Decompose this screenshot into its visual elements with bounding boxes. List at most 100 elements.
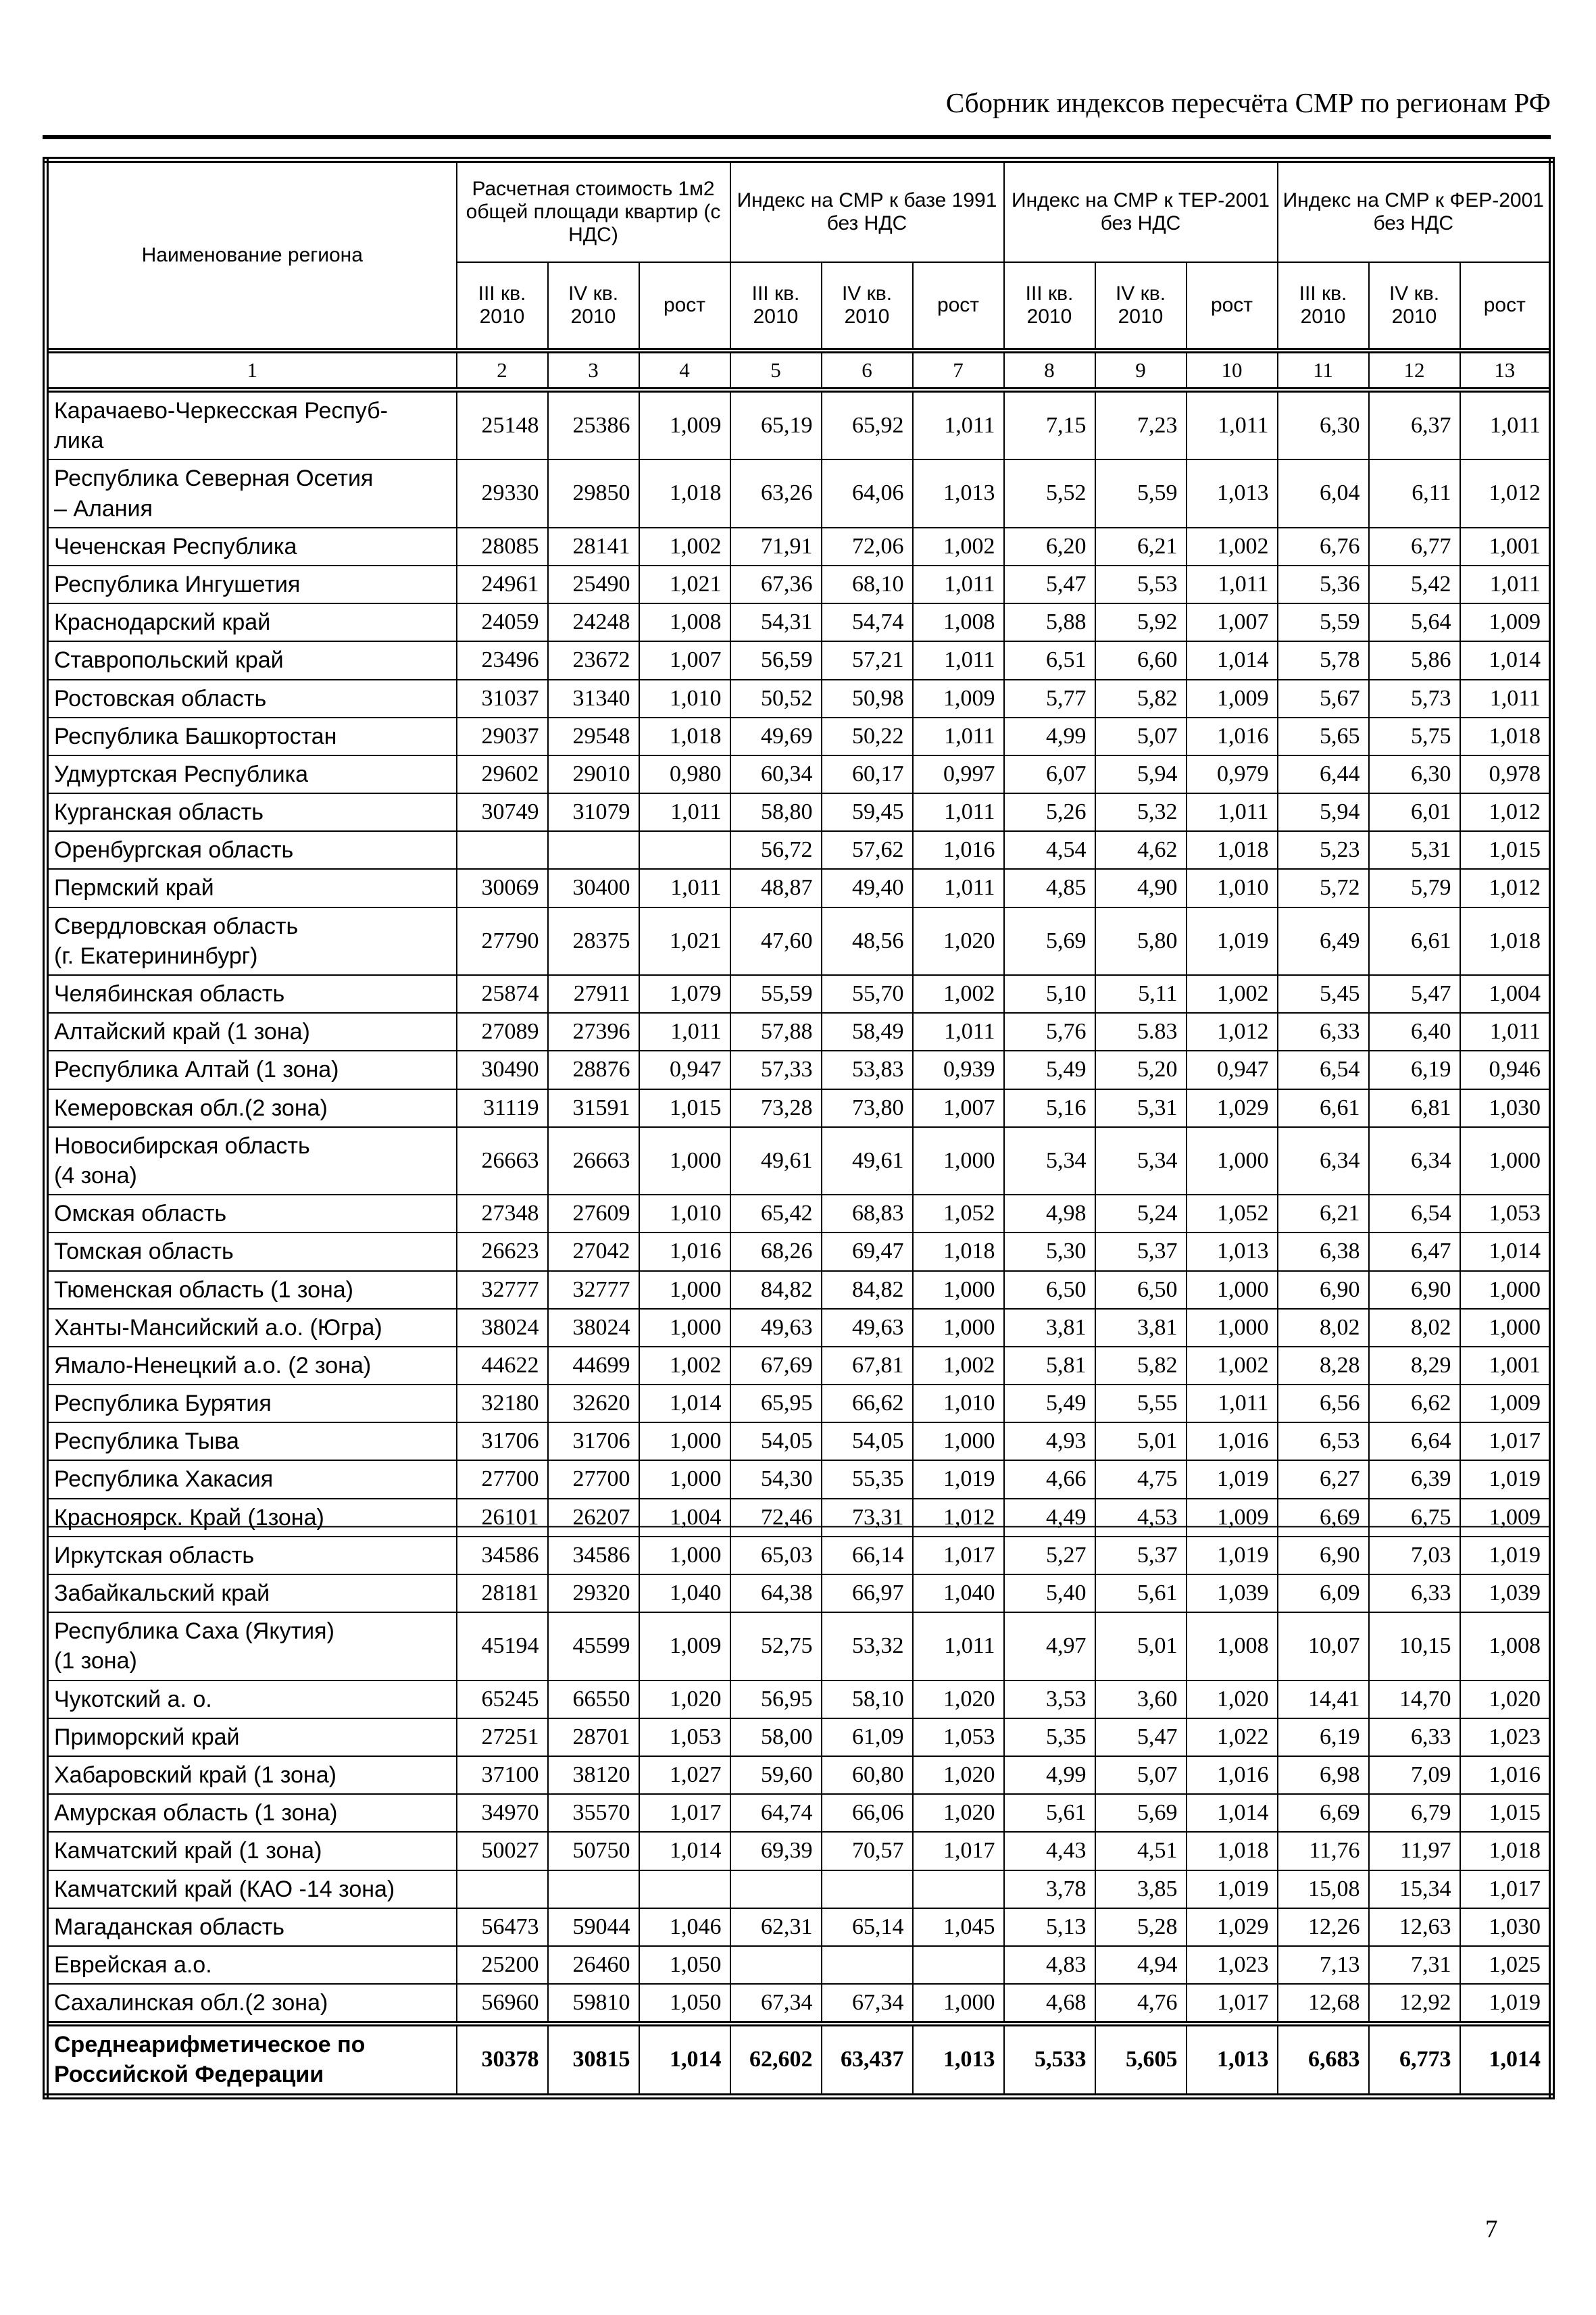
region-cell: Республика Бурятия [45,1384,457,1424]
value-cell: 65245 [455,1679,549,1719]
value-cell: 57,21 [820,641,914,680]
value-cell: 5,49 [1003,1050,1096,1090]
value-cell: 5,94 [1094,754,1187,795]
value-cell: 23496 [455,641,549,680]
value-cell: 34586 [455,1535,549,1576]
region-cell: Чукотский а. о. [45,1679,457,1719]
value-cell: 1,019 [1185,1869,1278,1909]
region-cell: Ямало-Ненецкий а.о. (2 зона) [45,1345,457,1386]
value-cell: 1,001 [1459,526,1553,566]
value-cell: 1,011 [912,868,1005,908]
value-cell: 1,009 [1185,1497,1278,1537]
value-cell: 54,74 [820,603,914,643]
value-cell: 50,52 [729,678,822,718]
value-cell: 5,16 [1003,1088,1096,1128]
value-cell: 58,80 [729,793,822,832]
page-number: 7 [1485,2216,1498,2243]
value-cell: 28701 [547,1717,640,1757]
value-cell: 1,011 [1459,678,1553,718]
value-cell: 12,68 [1276,1983,1370,2025]
subheader-cell: III кв. 2010 [1003,262,1096,351]
table-row: Республика Тыва 31706 31706 1,000 54,05 54,05… [45,1422,1553,1462]
value-cell: 1,011 [1185,793,1278,832]
value-cell: 1,009 [912,678,1005,718]
value-cell: 28375 [547,906,640,976]
value-cell: 6,81 [1368,1088,1461,1128]
value-cell: 1,020 [912,1755,1005,1795]
value-cell: 50027 [455,1831,549,1871]
value-cell: 25386 [547,389,640,461]
value-cell: 1,029 [1185,1907,1278,1947]
value-cell: 1,018 [1185,1831,1278,1871]
region-cell: Пермский край [45,868,457,908]
value-cell: 61,09 [820,1717,914,1757]
region-cell: Хабаровский край (1 зона) [45,1755,457,1795]
value-cell: 1,000 [912,1422,1005,1462]
value-cell: 67,36 [729,564,822,605]
value-cell: 1,013 [912,459,1005,528]
value-cell: 59,45 [820,793,914,832]
value-cell: 6,60 [1094,641,1187,680]
value-cell: 6,90 [1368,1270,1461,1310]
value-cell: 68,10 [820,564,914,605]
value-cell: 1,012 [1459,459,1553,528]
table-row: Оренбургская область 56,72 57,62 1,016 4,54 4… [45,830,1553,870]
value-cell: 1,004 [638,1497,731,1537]
value-cell: 69,39 [729,1831,822,1871]
value-cell: 67,34 [729,1983,822,2025]
value-cell: 4,99 [1003,716,1096,756]
value-cell: 50750 [547,1831,640,1871]
value-cell: 27700 [455,1460,549,1499]
value-cell: 1,016 [1185,716,1278,756]
value-cell: 1,020 [1185,1679,1278,1719]
value-cell: 1,023 [1185,1945,1278,1985]
value-cell: 1,000 [912,1270,1005,1310]
value-cell: 1,011 [1459,389,1553,461]
table-row: Камчатский край (1 зона) 50027 50750 1,014 6… [45,1831,1553,1871]
value-cell: 66,14 [820,1535,914,1576]
table-row: Республика Алтай (1 зона) 30490 28876 0,947… [45,1050,1553,1090]
value-cell: 10,07 [1276,1612,1370,1681]
region-cell: Еврейская а.о. [45,1945,457,1985]
value-cell: 32180 [455,1384,549,1424]
value-cell: 62,31 [729,1907,822,1947]
table-row: Чеченская Республика 28085 28141 1,002 71,91… [45,526,1553,566]
value-cell: 6,76 [1276,526,1370,566]
table-row: Республика Саха (Якутия) (1 зона) 45194 45… [45,1612,1553,1681]
value-cell: 3,81 [1094,1308,1187,1347]
value-cell [455,1869,549,1909]
value-cell: 6,20 [1003,526,1096,566]
value-cell: 30815 [547,2021,640,2097]
value-cell: 8,02 [1368,1308,1461,1347]
region-cell: Амурская область (1 зона) [45,1793,457,1833]
value-cell: 4,75 [1094,1460,1187,1499]
table-row: Приморский край 27251 28701 1,053 58,00 61,09… [45,1717,1553,1757]
value-cell: 65,19 [729,389,822,461]
value-cell: 1,002 [638,1345,731,1386]
value-cell: 69,47 [820,1232,914,1272]
region-cell: Новосибирская область (4 зона) [45,1126,457,1196]
value-cell: 5,34 [1003,1126,1096,1196]
value-cell: 1,000 [1459,1126,1553,1196]
region-cell: Магаданская область [45,1907,457,1947]
value-cell: 72,06 [820,526,914,566]
value-cell: 6,34 [1276,1126,1370,1196]
subheader-cell: III кв. 2010 [729,262,822,351]
value-cell: 29602 [455,754,549,795]
value-cell: 5,69 [1003,906,1096,976]
value-cell: 6,90 [1276,1270,1370,1310]
value-cell: 5,34 [1094,1126,1187,1196]
value-cell: 1,019 [912,1460,1005,1499]
value-cell: 3,78 [1003,1869,1096,1909]
value-cell: 5,35 [1003,1717,1096,1757]
value-cell: 1,002 [1185,1345,1278,1386]
subheader-cell: рост [912,262,1005,351]
value-cell [912,1945,1005,1985]
value-cell: 6,69 [1276,1497,1370,1537]
value-cell: 47,60 [729,906,822,976]
table-row: Омская область 27348 27609 1,010 65,42 68,83 1… [45,1194,1553,1234]
header-group-ter-2001: Индекс на СМР к ТЕР-2001 без НДС [1003,159,1278,263]
value-cell: 32777 [547,1270,640,1310]
table-row: Удмуртская Республика 29602 29010 0,980 60,3… [45,754,1553,795]
value-cell: 84,82 [729,1270,822,1310]
